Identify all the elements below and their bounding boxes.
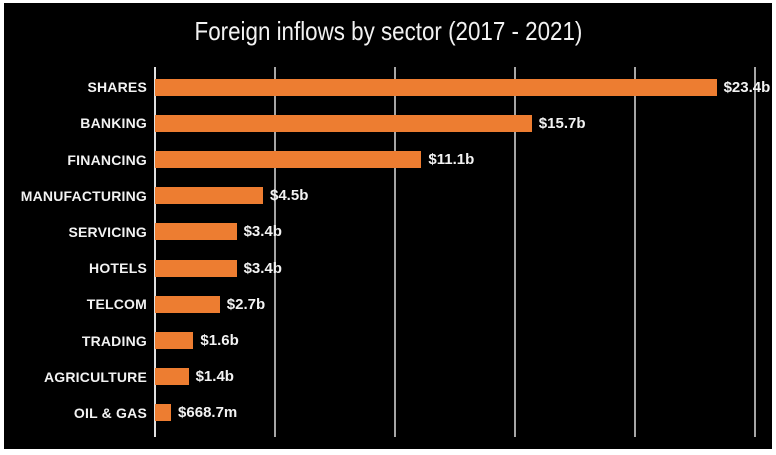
bar-row: MANUFACTURING $4.5b (4, 178, 755, 214)
category-label: FINANCING (67, 151, 147, 168)
y-axis-line (154, 67, 156, 437)
bar-area: $2.7b (155, 286, 755, 322)
bar-row: SHARES $23.4b (4, 69, 770, 105)
bar-row: OIL & GAS $668.7m (4, 395, 755, 431)
bar-rows-container: SHARES $23.4b BANKING $15.7b FINANCING $11.1b… (4, 69, 770, 431)
category-label: TELCOM (86, 296, 147, 313)
bar-row: SERVICING $3.4b (4, 214, 755, 250)
bar (155, 368, 189, 386)
chart-title-text: Foreign inflows by sector (2017 - 2021) (194, 16, 582, 46)
bar (155, 223, 237, 241)
value-label: $15.7b (538, 114, 586, 132)
bar (155, 259, 237, 277)
value-label: $2.7b (226, 295, 266, 313)
bar (155, 404, 172, 422)
category-label: MANUFACTURING (20, 187, 147, 204)
bar-area: $4.5b (155, 178, 755, 214)
bar (155, 151, 422, 168)
value-label: $11.1b (428, 151, 475, 168)
bar (155, 332, 194, 350)
bar (155, 114, 532, 132)
category-label: BANKING (80, 115, 147, 132)
bar-area: $3.4b (155, 250, 755, 286)
bar (155, 295, 220, 313)
gridline (514, 67, 516, 437)
bar-row: AGRICULTURE $1.4b (4, 359, 755, 395)
category-label: HOTELS (89, 260, 147, 277)
value-label: $23.4b (723, 78, 771, 96)
bar-area: $23.4b (155, 69, 770, 105)
gridline (274, 67, 276, 437)
chart-frame: Foreign inflows by sector (2017 - 2021) … (4, 3, 772, 449)
bar-area: $3.4b (155, 214, 755, 250)
value-label: $3.4b (243, 223, 282, 241)
value-label: $4.5b (270, 187, 309, 205)
value-label: $1.6b (200, 332, 239, 350)
category-label: TRADING (81, 332, 147, 349)
bar-area: $1.4b (155, 359, 755, 395)
bar-row: TRADING $1.6b (4, 322, 755, 358)
value-label: $3.4b (243, 259, 282, 277)
gridline-container (154, 67, 756, 437)
bar-area: $668.7m (155, 395, 755, 431)
bar-row: FINANCING $11.1b (4, 141, 755, 177)
chart-title: Foreign inflows by sector (2017 - 2021) (4, 16, 772, 47)
bar-row: HOTELS $3.4b (4, 250, 755, 286)
bar-row: BANKING $15.7b (4, 105, 755, 141)
value-label: $668.7m (178, 404, 238, 422)
bar (155, 187, 263, 205)
gridline (634, 67, 636, 437)
bar-row: TELCOM $2.7b (4, 286, 755, 322)
bar (155, 78, 717, 96)
value-label: $1.4b (195, 368, 234, 386)
bar-area: $15.7b (155, 105, 755, 141)
bar-area: $1.6b (155, 322, 755, 358)
category-label: OIL & GAS (73, 404, 147, 421)
category-label: AGRICULTURE (43, 368, 147, 385)
category-label: SHARES (87, 79, 147, 96)
category-label: SERVICING (68, 223, 147, 240)
bar-area: $11.1b (155, 141, 755, 177)
gridline (754, 67, 756, 437)
gridline (394, 67, 396, 437)
